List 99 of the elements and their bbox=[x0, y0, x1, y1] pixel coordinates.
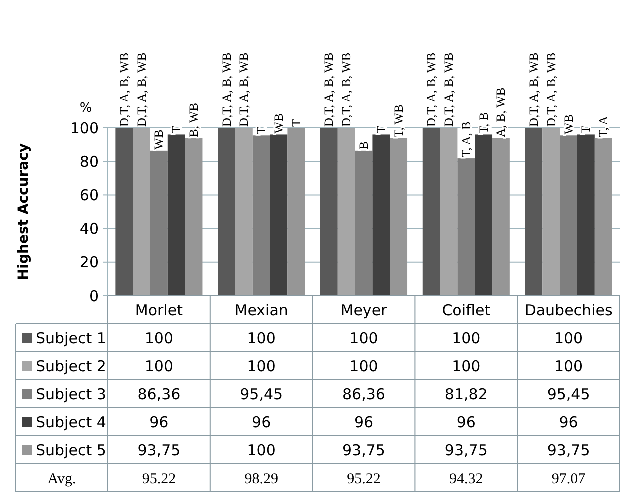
x-tick-label: Mexian bbox=[234, 301, 288, 320]
bar bbox=[390, 138, 408, 296]
bar bbox=[116, 128, 134, 296]
data-label: 93,75 bbox=[547, 441, 590, 460]
bar bbox=[288, 128, 306, 296]
data-label: 95,45 bbox=[240, 385, 284, 404]
legend-label: Subject 1 bbox=[36, 329, 106, 348]
text: D,T, A, B, WB bbox=[424, 52, 439, 127]
data-label: 96 bbox=[150, 413, 169, 432]
bar bbox=[168, 134, 186, 296]
bar bbox=[185, 138, 203, 296]
data-label: 96 bbox=[559, 413, 578, 432]
bar bbox=[372, 134, 390, 296]
annotation: WB bbox=[152, 130, 166, 150]
text: T bbox=[289, 119, 304, 127]
data-label: 100 bbox=[247, 357, 276, 376]
data-label: 95,45 bbox=[547, 385, 590, 404]
y-tick-label: 100 bbox=[70, 119, 99, 138]
data-label: 96 bbox=[354, 413, 374, 432]
data-label: 93,75 bbox=[342, 441, 386, 460]
data-label: 93,75 bbox=[444, 441, 488, 460]
annotation: T bbox=[374, 126, 388, 134]
data-label: 100 bbox=[554, 329, 584, 348]
annotation: B, WB bbox=[187, 103, 202, 138]
bar bbox=[542, 128, 560, 296]
x-tick-label: Daubechies bbox=[524, 301, 613, 320]
y-axis-title: Highest Accuracy bbox=[16, 143, 32, 281]
annotation: T bbox=[254, 126, 269, 135]
bar bbox=[133, 128, 150, 296]
annotation: A, B, WB bbox=[494, 88, 508, 138]
x-tick-label: Meyer bbox=[340, 301, 388, 320]
data-label: 86,36 bbox=[342, 385, 386, 404]
data-label: 100 bbox=[247, 329, 276, 348]
y-tick-label: 60 bbox=[80, 186, 99, 204]
bar bbox=[355, 150, 373, 296]
bar bbox=[235, 128, 253, 296]
annotation: WB bbox=[562, 114, 576, 135]
legend-label: Subject 4 bbox=[36, 413, 106, 432]
bar bbox=[578, 134, 595, 296]
bar bbox=[475, 134, 493, 296]
data-label: 96 bbox=[252, 413, 272, 432]
legend-label: Subject 2 bbox=[36, 357, 106, 376]
text: D,T, A, B, WB bbox=[134, 52, 149, 127]
bar bbox=[150, 150, 168, 296]
text: 97.07 bbox=[552, 471, 586, 488]
y-tick-label: 40 bbox=[80, 220, 99, 238]
data-label: 93,75 bbox=[138, 441, 181, 460]
text: D,T, A, B, WB bbox=[322, 52, 336, 127]
text: D,T, A, B, WB bbox=[237, 52, 252, 127]
data-label: 100 bbox=[144, 357, 174, 376]
annotation: T, B bbox=[476, 112, 491, 134]
text: 98.29 bbox=[244, 471, 278, 488]
legend-label: Subject 3 bbox=[36, 385, 106, 404]
text: D,T, A, B, WB bbox=[340, 52, 354, 127]
data-label: 86,36 bbox=[138, 385, 181, 404]
data-label: 100 bbox=[144, 329, 174, 348]
text: 94.32 bbox=[450, 471, 484, 488]
data-label: 96 bbox=[456, 413, 476, 432]
bar bbox=[440, 128, 458, 296]
bar bbox=[492, 138, 510, 296]
text: 95.22 bbox=[142, 471, 176, 488]
bar bbox=[338, 128, 356, 296]
data-label: 100 bbox=[350, 357, 378, 376]
legend-label: Subject 5 bbox=[36, 441, 106, 460]
annotation: B bbox=[357, 142, 371, 150]
text: 95.22 bbox=[347, 471, 381, 488]
bar bbox=[320, 128, 338, 296]
y-tick-label: 0 bbox=[89, 287, 99, 306]
x-tick-label: Morlet bbox=[135, 301, 184, 320]
annotation: T bbox=[170, 126, 184, 134]
y-tick-label: 80 bbox=[80, 152, 99, 171]
x-tick-label: Coiflet bbox=[442, 301, 491, 320]
bar bbox=[270, 134, 288, 296]
annotation: T bbox=[579, 126, 594, 134]
data-label: 100 bbox=[554, 357, 584, 376]
bar bbox=[422, 128, 440, 296]
text: D,T, A, B, WB bbox=[526, 52, 541, 127]
y-tick-label: 20 bbox=[80, 254, 99, 272]
bar bbox=[560, 136, 578, 296]
text: D,T, A, B, WB bbox=[117, 52, 132, 127]
text: % bbox=[80, 101, 92, 116]
text: D,T, A, B, WB bbox=[544, 52, 558, 127]
bar bbox=[218, 128, 236, 296]
bar bbox=[458, 158, 476, 296]
bar bbox=[525, 128, 543, 296]
data-label: 100 bbox=[350, 329, 378, 348]
annotation: T, WB bbox=[392, 104, 406, 138]
bar bbox=[252, 136, 270, 296]
data-label: 100 bbox=[452, 357, 481, 376]
text: D,T, A, B, WB bbox=[442, 52, 456, 127]
annotation: T, A, B bbox=[459, 122, 474, 158]
text: D,T, A, B, WB bbox=[220, 52, 234, 127]
data-label: 100 bbox=[452, 329, 481, 348]
data-label: 100 bbox=[247, 441, 276, 460]
annotation: T, A bbox=[596, 116, 611, 138]
bar bbox=[594, 138, 612, 296]
text: Avg. bbox=[48, 471, 76, 488]
annotation: WB bbox=[272, 114, 286, 134]
data-label: 81,82 bbox=[444, 385, 488, 404]
